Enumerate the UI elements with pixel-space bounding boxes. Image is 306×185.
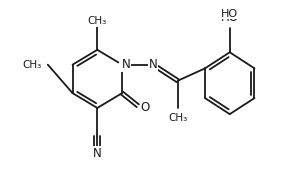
Text: HO: HO — [221, 11, 239, 24]
Text: CH₃: CH₃ — [88, 16, 107, 26]
Text: N: N — [93, 147, 102, 160]
Text: CH₃: CH₃ — [22, 60, 42, 70]
Text: O: O — [141, 101, 150, 115]
Text: N: N — [149, 58, 157, 71]
Text: HO: HO — [221, 9, 238, 19]
Text: N: N — [122, 58, 131, 71]
Text: CH₃: CH₃ — [168, 113, 187, 123]
